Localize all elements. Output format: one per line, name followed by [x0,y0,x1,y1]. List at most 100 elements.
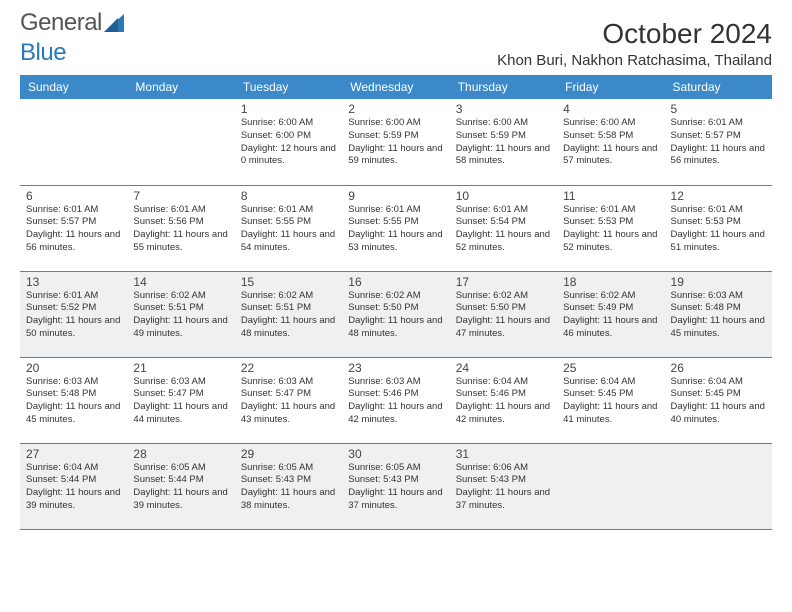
day-details: Sunrise: 6:01 AMSunset: 5:52 PMDaylight:… [26,290,121,341]
calendar-cell: 14Sunrise: 6:02 AMSunset: 5:51 PMDayligh… [127,271,234,357]
calendar-cell: 22Sunrise: 6:03 AMSunset: 5:47 PMDayligh… [235,357,342,443]
day-number: 9 [348,189,443,203]
daylight-text: Daylight: 11 hours and 58 minutes. [456,143,551,169]
day-number: 29 [241,447,336,461]
calendar-cell: 21Sunrise: 6:03 AMSunset: 5:47 PMDayligh… [127,357,234,443]
calendar-cell: 7Sunrise: 6:01 AMSunset: 5:56 PMDaylight… [127,185,234,271]
daylight-text: Daylight: 11 hours and 56 minutes. [671,143,766,169]
day-details: Sunrise: 6:01 AMSunset: 5:57 PMDaylight:… [671,117,766,168]
header: GeneralBlue October 2024 Khon Buri, Nakh… [20,18,772,69]
sunset-text: Sunset: 5:59 PM [348,130,443,143]
sunset-text: Sunset: 5:53 PM [563,216,658,229]
day-number: 27 [26,447,121,461]
sunrise-text: Sunrise: 6:03 AM [26,376,121,389]
calendar-cell: 5Sunrise: 6:01 AMSunset: 5:57 PMDaylight… [665,99,772,185]
sunset-text: Sunset: 5:44 PM [133,474,228,487]
daylight-text: Daylight: 11 hours and 41 minutes. [563,401,658,427]
calendar-cell-blank [20,99,127,185]
daylight-text: Daylight: 11 hours and 50 minutes. [26,315,121,341]
day-details: Sunrise: 6:02 AMSunset: 5:50 PMDaylight:… [456,290,551,341]
day-number: 1 [241,102,336,116]
calendar-cell: 30Sunrise: 6:05 AMSunset: 5:43 PMDayligh… [342,443,449,529]
daylight-text: Daylight: 11 hours and 49 minutes. [133,315,228,341]
day-number: 19 [671,275,766,289]
calendar-week-row: 27Sunrise: 6:04 AMSunset: 5:44 PMDayligh… [20,443,772,529]
sunset-text: Sunset: 5:51 PM [241,302,336,315]
sunrise-text: Sunrise: 6:02 AM [456,290,551,303]
calendar-week-row: 1Sunrise: 6:00 AMSunset: 6:00 PMDaylight… [20,99,772,185]
sunrise-text: Sunrise: 6:03 AM [241,376,336,389]
sunset-text: Sunset: 5:54 PM [456,216,551,229]
sunset-text: Sunset: 5:57 PM [671,130,766,143]
sunrise-text: Sunrise: 6:03 AM [133,376,228,389]
day-details: Sunrise: 6:01 AMSunset: 5:54 PMDaylight:… [456,204,551,255]
sunrise-text: Sunrise: 6:05 AM [348,462,443,475]
day-details: Sunrise: 6:04 AMSunset: 5:44 PMDaylight:… [26,462,121,513]
sunset-text: Sunset: 5:43 PM [456,474,551,487]
sunset-text: Sunset: 5:57 PM [26,216,121,229]
day-number: 25 [563,361,658,375]
sunrise-text: Sunrise: 6:01 AM [26,290,121,303]
daylight-text: Daylight: 11 hours and 43 minutes. [241,401,336,427]
calendar-week-row: 20Sunrise: 6:03 AMSunset: 5:48 PMDayligh… [20,357,772,443]
daylight-text: Daylight: 11 hours and 54 minutes. [241,229,336,255]
daylight-text: Daylight: 11 hours and 53 minutes. [348,229,443,255]
sunrise-text: Sunrise: 6:00 AM [348,117,443,130]
sunset-text: Sunset: 5:45 PM [671,388,766,401]
daylight-text: Daylight: 11 hours and 51 minutes. [671,229,766,255]
day-details: Sunrise: 6:00 AMSunset: 5:58 PMDaylight:… [563,117,658,168]
logo: GeneralBlue [20,18,126,58]
month-title: October 2024 [497,18,772,50]
daylight-text: Daylight: 11 hours and 44 minutes. [133,401,228,427]
day-details: Sunrise: 6:01 AMSunset: 5:53 PMDaylight:… [671,204,766,255]
sunset-text: Sunset: 5:59 PM [456,130,551,143]
calendar-cell-blank [557,443,664,529]
sunrise-text: Sunrise: 6:04 AM [456,376,551,389]
sunrise-text: Sunrise: 6:00 AM [241,117,336,130]
sunrise-text: Sunrise: 6:05 AM [241,462,336,475]
day-details: Sunrise: 6:01 AMSunset: 5:55 PMDaylight:… [348,204,443,255]
day-number: 3 [456,102,551,116]
day-details: Sunrise: 6:02 AMSunset: 5:51 PMDaylight:… [241,290,336,341]
day-number: 4 [563,102,658,116]
sunrise-text: Sunrise: 6:04 AM [671,376,766,389]
sunset-text: Sunset: 5:51 PM [133,302,228,315]
sunset-text: Sunset: 5:48 PM [26,388,121,401]
sunrise-text: Sunrise: 6:02 AM [133,290,228,303]
calendar-cell: 8Sunrise: 6:01 AMSunset: 5:55 PMDaylight… [235,185,342,271]
day-number: 18 [563,275,658,289]
daylight-text: Daylight: 11 hours and 37 minutes. [348,487,443,513]
day-details: Sunrise: 6:03 AMSunset: 5:47 PMDaylight:… [241,376,336,427]
daylight-text: Daylight: 11 hours and 45 minutes. [671,315,766,341]
day-number: 5 [671,102,766,116]
day-number: 31 [456,447,551,461]
day-details: Sunrise: 6:04 AMSunset: 5:45 PMDaylight:… [671,376,766,427]
weekday-header: Thursday [450,75,557,99]
day-number: 28 [133,447,228,461]
calendar-cell: 1Sunrise: 6:00 AMSunset: 6:00 PMDaylight… [235,99,342,185]
calendar-cell: 12Sunrise: 6:01 AMSunset: 5:53 PMDayligh… [665,185,772,271]
sunrise-text: Sunrise: 6:00 AM [563,117,658,130]
calendar-cell: 11Sunrise: 6:01 AMSunset: 5:53 PMDayligh… [557,185,664,271]
sunset-text: Sunset: 5:49 PM [563,302,658,315]
weekday-header: Wednesday [342,75,449,99]
sunrise-text: Sunrise: 6:01 AM [563,204,658,217]
day-number: 2 [348,102,443,116]
daylight-text: Daylight: 11 hours and 52 minutes. [563,229,658,255]
day-number: 26 [671,361,766,375]
weekday-header: Sunday [20,75,127,99]
calendar-cell: 13Sunrise: 6:01 AMSunset: 5:52 PMDayligh… [20,271,127,357]
daylight-text: Daylight: 11 hours and 46 minutes. [563,315,658,341]
logo-word-2: Blue [20,39,66,66]
day-details: Sunrise: 6:04 AMSunset: 5:46 PMDaylight:… [456,376,551,427]
calendar-body: 1Sunrise: 6:00 AMSunset: 6:00 PMDaylight… [20,99,772,529]
sunset-text: Sunset: 5:52 PM [26,302,121,315]
calendar-cell: 26Sunrise: 6:04 AMSunset: 5:45 PMDayligh… [665,357,772,443]
day-details: Sunrise: 6:00 AMSunset: 5:59 PMDaylight:… [456,117,551,168]
sunrise-text: Sunrise: 6:06 AM [456,462,551,475]
sunset-text: Sunset: 5:55 PM [241,216,336,229]
daylight-text: Daylight: 11 hours and 47 minutes. [456,315,551,341]
day-number: 23 [348,361,443,375]
calendar-cell-blank [127,99,234,185]
calendar-cell: 28Sunrise: 6:05 AMSunset: 5:44 PMDayligh… [127,443,234,529]
